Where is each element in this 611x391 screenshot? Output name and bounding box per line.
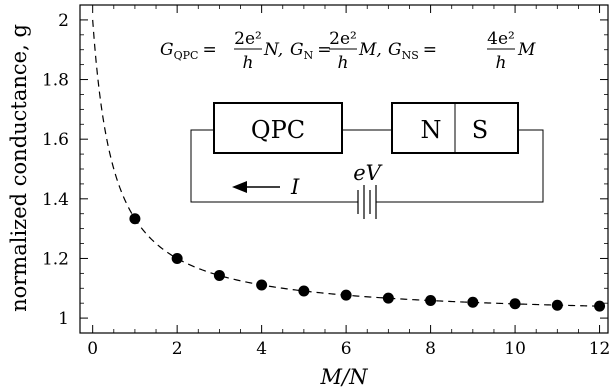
formula-sub-ns: NS bbox=[402, 49, 419, 62]
data-point bbox=[171, 252, 183, 264]
svg-text:GNS=: GNS = bbox=[388, 40, 437, 62]
y-tick-label: 1.8 bbox=[42, 71, 69, 91]
data-point bbox=[467, 296, 479, 308]
svg-text:GN=: GN = bbox=[290, 40, 331, 62]
circuit-wire-return bbox=[376, 129, 544, 203]
y-tick-label: 1.2 bbox=[42, 249, 69, 269]
axis-ticks bbox=[80, 5, 608, 333]
conductance-formula: GQPC = 2e² h N, GN = 2e² h M, GNS = 4e² h M bbox=[160, 29, 536, 73]
y-tick-label: 1.4 bbox=[42, 190, 69, 210]
qpc-label: QPC bbox=[251, 116, 305, 144]
formula-eq-1: = bbox=[202, 40, 216, 60]
n-label: N bbox=[421, 116, 442, 144]
data-point bbox=[213, 269, 225, 281]
formula-den-3: h bbox=[496, 53, 507, 73]
circuit-wire-loop bbox=[190, 129, 358, 203]
formula-num-n: 2e² bbox=[329, 29, 357, 49]
formula-eq-2: = bbox=[317, 40, 331, 60]
formula-num-ns: 4e² bbox=[487, 29, 515, 49]
axis-tick-labels: 0 2 4 6 8 10 12 1 1.2 1.4 1.6 1.8 2 bbox=[42, 11, 610, 359]
formula-var-n: N, bbox=[263, 40, 283, 60]
formula-sub-qpc: QPC bbox=[174, 49, 199, 62]
formula-var-m2: M bbox=[517, 40, 536, 60]
qpc-box bbox=[213, 102, 343, 154]
y-tick-label: 2 bbox=[58, 11, 69, 31]
y-tick-label: 1 bbox=[58, 309, 69, 329]
x-axis-label: M/N bbox=[320, 365, 369, 389]
data-point bbox=[551, 299, 563, 311]
x-tick-label: 12 bbox=[589, 339, 611, 359]
formula-g-ns: G bbox=[388, 40, 402, 60]
data-point bbox=[509, 298, 521, 310]
formula-den-1: h bbox=[243, 53, 254, 73]
formula-num-qpc: 2e² bbox=[234, 29, 262, 49]
x-tick-label: 0 bbox=[87, 339, 98, 359]
data-point bbox=[594, 300, 606, 312]
circuit-diagram: QPC N S eV I bbox=[190, 102, 544, 219]
data-point bbox=[129, 213, 141, 225]
data-point bbox=[382, 292, 394, 304]
voltage-label: eV bbox=[353, 161, 382, 185]
data-point bbox=[256, 279, 268, 291]
formula-g-qpc: G bbox=[160, 40, 174, 60]
current-arrow-head bbox=[232, 181, 247, 193]
current-label: I bbox=[290, 175, 300, 199]
formula-sub-n: N bbox=[304, 49, 314, 62]
x-tick-label: 6 bbox=[341, 339, 352, 359]
data-point bbox=[425, 294, 437, 306]
data-points bbox=[129, 213, 606, 312]
y-tick-label: 1.6 bbox=[42, 130, 69, 150]
data-point bbox=[340, 289, 352, 301]
x-tick-label: 10 bbox=[504, 339, 526, 359]
x-tick-label: 8 bbox=[425, 339, 436, 359]
formula-var-m1: M, bbox=[358, 40, 382, 60]
x-tick-label: 2 bbox=[172, 339, 183, 359]
y-axis-label: normalized conductance, g bbox=[7, 24, 31, 312]
s-label: S bbox=[472, 116, 488, 144]
formula-den-2: h bbox=[338, 53, 349, 73]
formula-g-n: G bbox=[290, 40, 304, 60]
svg-text:GQPC=: GQPC = bbox=[160, 40, 217, 62]
formula-eq-3: = bbox=[423, 40, 437, 60]
x-tick-label: 4 bbox=[256, 339, 267, 359]
data-point bbox=[298, 285, 310, 297]
